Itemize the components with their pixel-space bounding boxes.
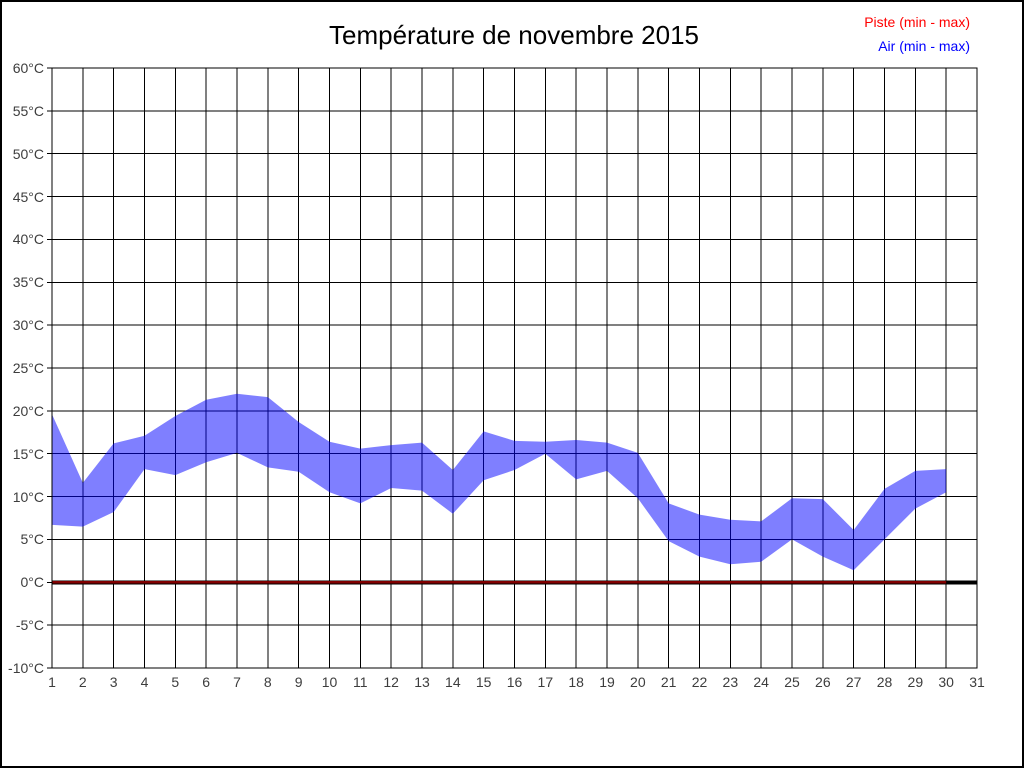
- x-tick-label: 10: [321, 674, 338, 690]
- x-tick-label: 11: [353, 674, 368, 690]
- y-tick-label: 20°C: [12, 402, 44, 419]
- x-tick-label: 6: [202, 674, 211, 690]
- y-tick-label: 40°C: [12, 231, 44, 248]
- x-tick-label: 30: [938, 674, 954, 690]
- x-tick-label: 22: [691, 674, 708, 690]
- legend: Piste (min - max) Air (min - max): [864, 10, 970, 58]
- x-tick-label: 24: [753, 674, 769, 690]
- x-tick-label: 1: [48, 674, 56, 690]
- y-tick-label: -10°C: [8, 660, 44, 676]
- x-tick-label: 27: [845, 674, 862, 690]
- x-tick-label: 15: [475, 674, 492, 690]
- y-tick-label: 45°C: [12, 188, 44, 205]
- y-tick-label: -5°C: [15, 617, 44, 634]
- x-tick-label: 29: [907, 674, 924, 690]
- y-tick-label: 0°C: [20, 574, 45, 591]
- plot-border: [51, 67, 978, 669]
- legend-item-piste: Piste (min - max): [864, 14, 970, 30]
- x-tick-label: 16: [506, 674, 523, 690]
- y-tick-label: 30°C: [12, 317, 44, 334]
- x-tick-label: 2: [78, 674, 87, 690]
- y-tick-label: 15°C: [12, 445, 44, 462]
- x-tick-label: 23: [722, 674, 739, 690]
- x-tick-label: 31: [969, 674, 985, 690]
- x-tick-label: 8: [263, 674, 272, 690]
- x-tick-label: 18: [568, 674, 584, 690]
- x-tick-label: 12: [383, 674, 399, 690]
- x-tick-label: 14: [445, 674, 461, 690]
- chart-title: Température de novembre 2015: [328, 20, 699, 50]
- x-tick-label: 5: [171, 674, 180, 690]
- x-tick-label: 4: [140, 674, 149, 690]
- x-tick-label: 7: [233, 674, 241, 690]
- x-tick-label: 20: [630, 674, 646, 690]
- y-tick-label: 50°C: [12, 145, 44, 162]
- x-tick-label: 25: [784, 674, 800, 690]
- legend-item-air: Air (min - max): [878, 38, 970, 54]
- x-tick-label: 3: [109, 674, 118, 690]
- y-tick-label: 10°C: [12, 488, 44, 505]
- x-tick-label: 19: [599, 674, 615, 690]
- y-tick-label: 55°C: [12, 102, 44, 119]
- x-tick-label: 26: [815, 674, 831, 690]
- x-tick-label: 28: [876, 674, 893, 690]
- y-tick-label: 35°C: [12, 274, 44, 291]
- x-tick-label: 9: [294, 674, 303, 690]
- x-tick-label: 21: [660, 674, 677, 690]
- x-tick-label: 17: [537, 674, 554, 690]
- y-tick-label: 60°C: [12, 60, 44, 76]
- y-tick-label: 5°C: [20, 531, 45, 548]
- x-tick-label: 13: [414, 674, 430, 690]
- series-air-band: [52, 393, 947, 571]
- y-tick-label: 25°C: [12, 360, 44, 376]
